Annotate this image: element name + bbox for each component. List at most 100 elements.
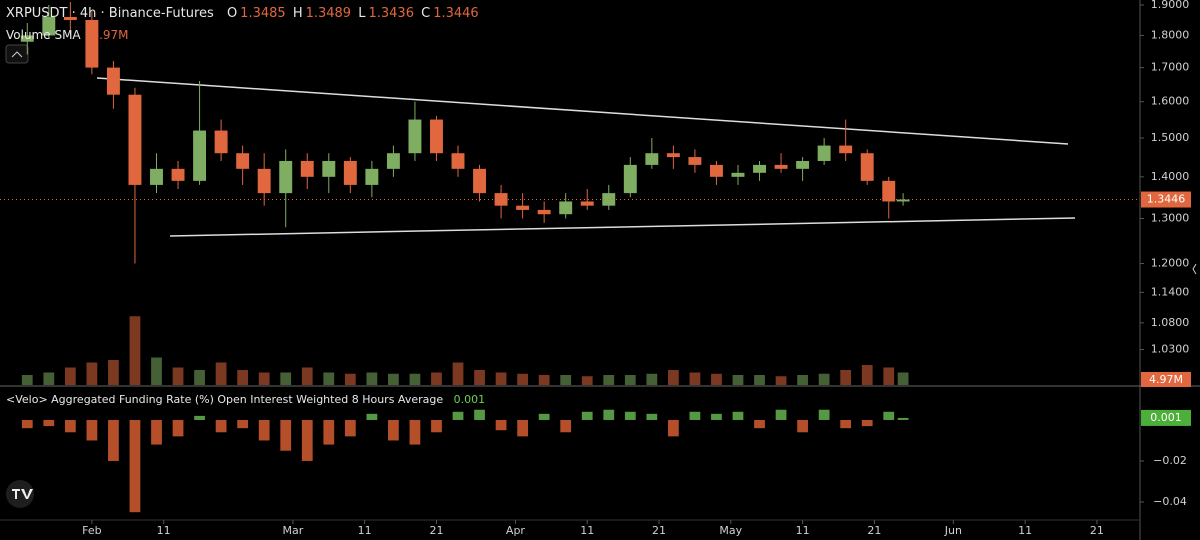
volume-bar: [151, 357, 162, 385]
funding-bar: [194, 415, 205, 420]
funding-bar: [732, 411, 744, 420]
y-tick-label: 1.4000: [1151, 170, 1190, 183]
ohlc-value: 1.3436: [368, 6, 414, 21]
funding-bar: [237, 419, 249, 429]
candle-body: [473, 168, 487, 194]
funding-bar: [108, 419, 119, 461]
volume-bar: [129, 316, 141, 385]
volume-bar: [388, 373, 399, 385]
candle-body: [257, 168, 271, 194]
funding-bar: [474, 409, 485, 420]
volume-bar: [301, 367, 313, 385]
volume-bar: [818, 373, 830, 385]
symbol-title: XRPUSDT · 4h · Binance-Futures: [6, 6, 214, 21]
volume-bar: [43, 372, 55, 385]
funding-bar: [86, 419, 98, 441]
funding-bar: [323, 419, 335, 445]
candle-body: [709, 164, 723, 177]
candle-body: [106, 67, 120, 95]
symbol-header: XRPUSDT · 4h · Binance-Futures O 1.3485 H…: [6, 6, 482, 21]
volume-bar: [624, 375, 636, 385]
volume-bar: [344, 373, 356, 385]
candle-body: [494, 193, 508, 206]
x-tick-label: 21: [1090, 524, 1104, 537]
x-tick-label: 21: [652, 524, 666, 537]
last-price-box: [1141, 191, 1191, 208]
x-tick-label: Jun: [944, 524, 962, 537]
candle-body: [451, 153, 465, 169]
volume-bar: [517, 373, 529, 385]
funding-header: <Velo> Aggregated Funding Rate (%) Open …: [6, 393, 488, 406]
ohlc-value: 1.3446: [433, 6, 479, 21]
funding-bar: [840, 419, 852, 429]
candle-body: [214, 130, 228, 154]
ohlc-label: C: [421, 6, 431, 21]
volume-axis-label: 4.97M: [1149, 373, 1183, 386]
candle-body: [580, 201, 594, 206]
funding-bar: [603, 409, 615, 420]
logo-glyph: [12, 489, 33, 499]
last-price-label: 1.3446: [1147, 193, 1186, 206]
funding-bar: [646, 413, 658, 420]
volume-bar: [667, 370, 679, 385]
x-tick-label: Feb: [82, 524, 101, 537]
funding-bar: [897, 417, 909, 420]
volume-bar: [431, 372, 442, 385]
volume-bar: [237, 370, 249, 385]
volume-bar: [323, 372, 335, 385]
funding-bar: [495, 419, 507, 431]
funding-bar: [64, 419, 76, 433]
candle-body: [236, 153, 250, 169]
volume-bar: [861, 365, 873, 385]
x-tick-label: 21: [867, 524, 881, 537]
y-tick-label: 1.9000: [1151, 0, 1190, 11]
funding-bar: [538, 413, 550, 420]
collapse-button[interactable]: [5, 44, 29, 64]
volume-bar: [775, 376, 787, 385]
funding-bar: [431, 419, 442, 433]
candle-body: [666, 153, 680, 158]
volume-bar: [86, 362, 98, 385]
candle-body: [171, 168, 185, 181]
volume-bar: [172, 367, 184, 385]
x-tick-label: 11: [1018, 524, 1032, 537]
candle-body: [623, 164, 637, 194]
trend-line-lower: [169, 217, 1076, 237]
funding-bar: [280, 419, 292, 451]
funding-bar: [301, 419, 313, 461]
side-arrow[interactable]: [1192, 263, 1197, 275]
funding-bar: [667, 419, 679, 437]
x-tick-label: Apr: [506, 524, 526, 537]
funding-bar: [517, 419, 529, 437]
volume-bar: [897, 372, 909, 385]
volume-bar: [280, 372, 292, 385]
candle-body: [645, 153, 659, 165]
candle-body: [796, 160, 810, 169]
volume-bar: [560, 375, 572, 385]
y-tick-label: −0.02: [1153, 454, 1187, 467]
volume-bar: [840, 370, 852, 385]
candle-body: [42, 16, 56, 36]
y-tick-label: 1.6000: [1151, 95, 1190, 108]
candle-body: [731, 172, 745, 177]
funding-bar: [409, 419, 421, 445]
logo[interactable]: [6, 480, 34, 508]
candle-body: [408, 119, 422, 154]
volume-bar: [883, 367, 895, 385]
candle-body: [63, 16, 77, 21]
volume-header: Volume SMA 4.97M: [6, 28, 132, 42]
candle-body: [128, 94, 142, 185]
candle-body: [753, 164, 766, 173]
volume-bar: [646, 373, 658, 385]
x-tick-label: May: [719, 524, 742, 537]
y-tick-label: 1.1400: [1151, 285, 1190, 298]
volume-bar: [732, 375, 744, 385]
volume-bar: [495, 372, 507, 385]
ohlc-value: 1.3485: [240, 6, 286, 21]
funding-bar: [818, 409, 830, 420]
volume-bar: [215, 362, 227, 385]
funding-bar: [129, 419, 141, 513]
funding-bar: [689, 411, 701, 420]
